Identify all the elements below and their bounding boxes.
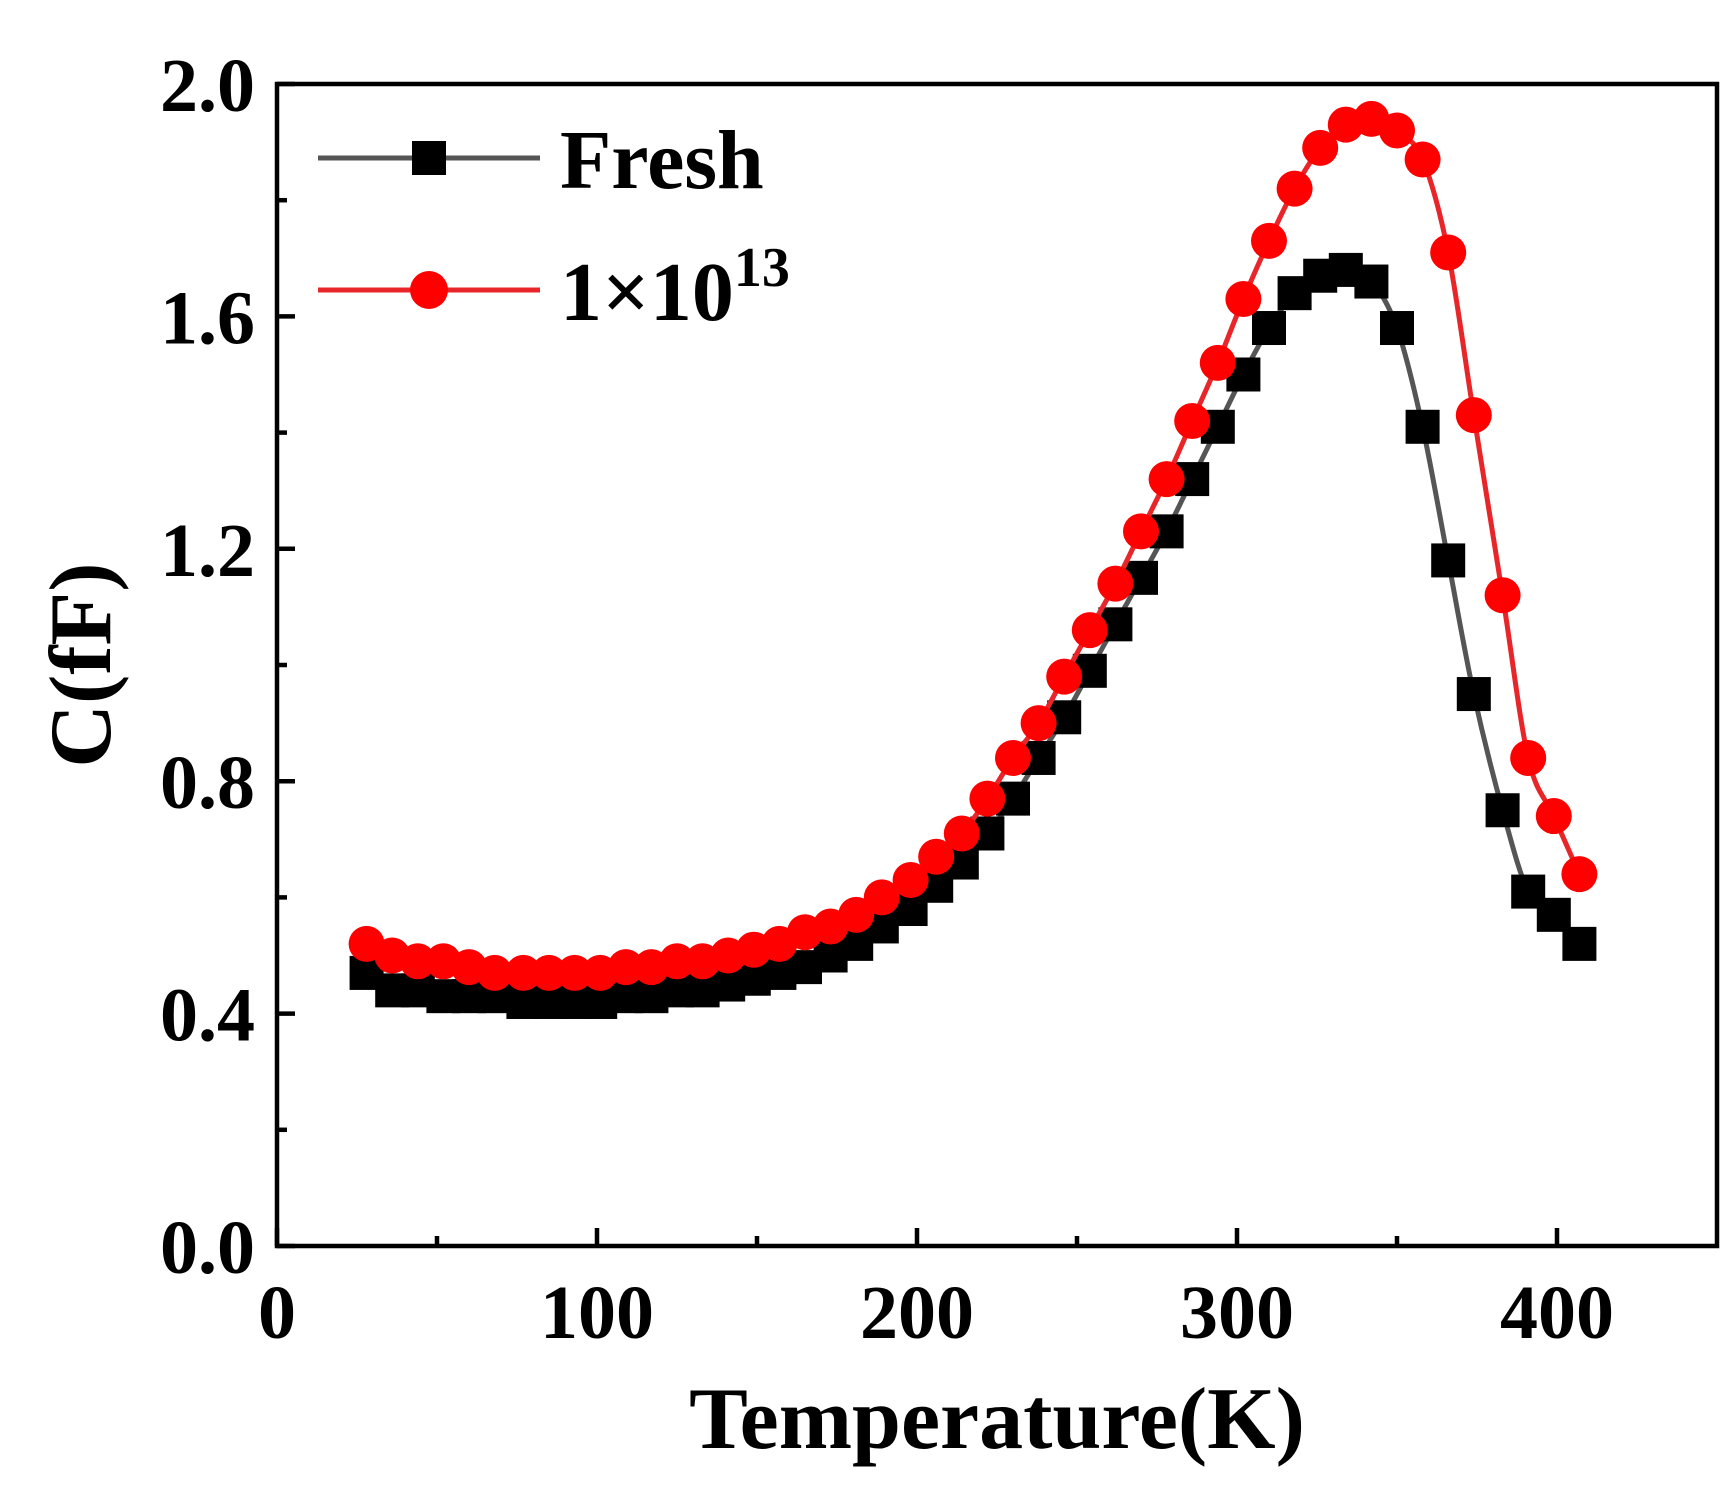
y-tick-label: 0.8 bbox=[160, 741, 255, 825]
y-axis-title: C(fF) bbox=[33, 562, 130, 767]
data-point-circle bbox=[505, 954, 542, 991]
data-point-circle bbox=[1535, 798, 1572, 835]
legend-irradiated-label-exponent: 13 bbox=[734, 237, 790, 299]
data-point-circle bbox=[659, 943, 695, 980]
data-point-circle bbox=[1455, 397, 1492, 434]
legend: Fresh 1×1013 bbox=[318, 114, 790, 339]
data-point-circle bbox=[1174, 402, 1211, 439]
x-tick-label: 400 bbox=[1500, 1271, 1614, 1355]
data-point-square bbox=[1354, 264, 1389, 299]
data-point-circle bbox=[995, 739, 1031, 776]
series-irradiated bbox=[348, 100, 1598, 991]
data-point-circle bbox=[1071, 612, 1108, 649]
x-axis-ticks: 0 100 200 300 400 bbox=[258, 1228, 1614, 1355]
data-point-square bbox=[1456, 677, 1491, 712]
legend-fresh-label: Fresh bbox=[560, 114, 764, 207]
x-tick-label: 100 bbox=[540, 1271, 654, 1355]
data-point-square bbox=[1431, 543, 1466, 578]
y-axis-ticks: 0.0 0.4 0.8 1.2 1.6 2.0 bbox=[160, 44, 295, 1290]
data-point-circle bbox=[863, 879, 900, 916]
data-point-circle bbox=[1020, 705, 1057, 742]
data-point-circle bbox=[1510, 739, 1547, 776]
x-axis-title: Temperature(K) bbox=[689, 1371, 1305, 1468]
data-point-circle bbox=[1561, 856, 1598, 893]
data-point-circle bbox=[399, 943, 436, 980]
data-point-circle bbox=[1430, 234, 1467, 271]
data-point-square bbox=[1252, 311, 1286, 346]
y-tick-label: 0.4 bbox=[160, 974, 255, 1058]
data-point-square bbox=[1485, 793, 1520, 828]
data-point-circle bbox=[607, 949, 644, 986]
data-point-circle bbox=[556, 954, 593, 991]
data-point-square bbox=[1536, 897, 1571, 932]
data-point-circle bbox=[1225, 280, 1262, 317]
data-point-square bbox=[1562, 926, 1597, 961]
data-point-circle bbox=[1046, 658, 1083, 695]
y-tick-label: 1.2 bbox=[160, 509, 255, 593]
data-point-circle bbox=[1379, 112, 1415, 149]
data-point-circle bbox=[1097, 565, 1134, 602]
data-point-circle bbox=[969, 780, 1006, 817]
x-tick-label: 300 bbox=[1180, 1271, 1294, 1355]
legend-irradiated-marker bbox=[410, 271, 448, 309]
data-point-circle bbox=[1251, 222, 1287, 259]
series-layer bbox=[348, 100, 1598, 1019]
y-tick-label: 0.0 bbox=[160, 1206, 255, 1290]
legend-irradiated-label-base: 1×10 bbox=[560, 246, 734, 339]
data-point-circle bbox=[918, 838, 955, 875]
y-tick-label: 2.0 bbox=[160, 44, 255, 128]
data-point-circle bbox=[1404, 141, 1441, 178]
x-tick-label: 200 bbox=[860, 1271, 974, 1355]
legend-fresh-marker bbox=[412, 141, 446, 175]
data-point-circle bbox=[476, 954, 513, 991]
data-point-circle bbox=[1484, 577, 1521, 614]
x-tick-label: 0 bbox=[258, 1271, 296, 1355]
data-point-circle bbox=[1302, 129, 1339, 166]
data-point-circle bbox=[838, 896, 875, 933]
data-point-circle bbox=[943, 815, 980, 852]
legend-irradiated-label: 1×1013 bbox=[560, 237, 790, 339]
data-point-circle bbox=[1276, 170, 1313, 207]
y-tick-label: 1.6 bbox=[160, 276, 255, 360]
data-point-circle bbox=[531, 954, 567, 991]
data-point-square bbox=[1380, 311, 1414, 346]
data-point-circle bbox=[1123, 513, 1159, 550]
data-point-circle bbox=[1148, 461, 1185, 498]
data-point-circle bbox=[1199, 344, 1236, 381]
data-point-circle bbox=[892, 861, 929, 898]
data-point-square bbox=[1405, 409, 1440, 444]
